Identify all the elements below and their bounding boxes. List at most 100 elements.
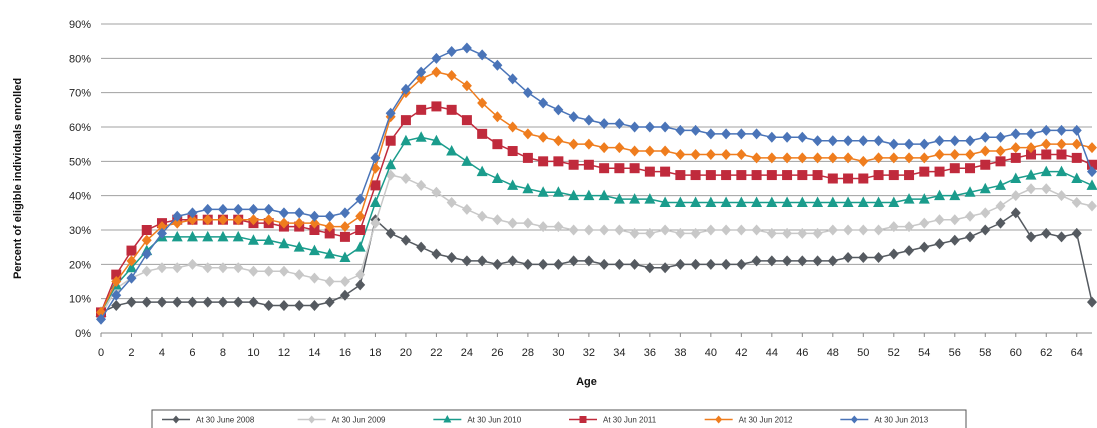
data-point xyxy=(949,214,960,226)
data-point xyxy=(1056,165,1068,177)
data-point xyxy=(857,196,869,208)
data-point xyxy=(339,251,351,262)
data-point xyxy=(904,245,915,257)
data-point xyxy=(858,155,869,167)
x-tick-label: 24 xyxy=(461,347,473,359)
data-point xyxy=(599,142,610,154)
data-point xyxy=(949,189,961,201)
data-point xyxy=(308,244,320,256)
x-tick-label: 40 xyxy=(705,347,717,359)
data-point xyxy=(812,152,823,164)
x-tick-label: 6 xyxy=(189,347,195,359)
data-point xyxy=(294,269,305,281)
data-point xyxy=(385,135,396,146)
data-point xyxy=(903,193,915,204)
data-point xyxy=(1087,166,1097,178)
data-point xyxy=(995,179,1007,190)
y-tick-label: 50% xyxy=(69,156,91,168)
data-point xyxy=(721,128,732,140)
data-point xyxy=(507,121,518,133)
data-point xyxy=(827,255,838,267)
data-point xyxy=(751,128,762,140)
x-tick-label: 54 xyxy=(918,347,930,359)
data-point xyxy=(904,152,915,164)
data-point xyxy=(126,255,137,267)
data-point xyxy=(964,186,976,197)
data-point xyxy=(705,148,716,160)
data-point xyxy=(416,73,427,85)
x-tick-label: 44 xyxy=(766,347,778,359)
data-point xyxy=(1010,128,1021,140)
data-point xyxy=(782,152,793,164)
data-point xyxy=(233,262,244,274)
series-1 xyxy=(96,207,1097,318)
x-tick-label: 20 xyxy=(400,347,412,359)
data-point xyxy=(934,238,945,250)
legend-marker xyxy=(715,415,723,424)
data-point xyxy=(766,170,777,181)
data-point xyxy=(613,193,625,204)
x-tick-label: 34 xyxy=(613,347,625,359)
data-point xyxy=(294,300,305,312)
series-2 xyxy=(96,169,1097,322)
data-point xyxy=(1087,200,1097,212)
data-point xyxy=(995,217,1006,229)
data-point xyxy=(1071,227,1082,239)
data-point xyxy=(721,170,732,181)
data-point xyxy=(660,262,671,274)
data-point xyxy=(217,230,229,242)
data-point xyxy=(416,241,427,253)
data-point xyxy=(339,276,350,287)
data-point xyxy=(233,203,244,215)
data-point xyxy=(172,262,183,274)
data-point xyxy=(400,134,412,146)
data-point xyxy=(766,152,777,164)
data-point xyxy=(751,196,763,208)
data-point xyxy=(431,101,442,112)
data-point xyxy=(690,148,701,160)
legend-label: At 30 Jun 2011 xyxy=(603,416,657,425)
data-point xyxy=(248,214,259,226)
data-point xyxy=(797,255,808,267)
data-point xyxy=(355,193,366,205)
y-tick-label: 0% xyxy=(75,328,91,340)
data-point xyxy=(568,159,579,170)
data-point xyxy=(965,148,976,160)
data-point xyxy=(446,197,457,209)
data-point xyxy=(477,97,488,109)
data-point xyxy=(461,115,472,126)
data-point xyxy=(309,272,320,284)
x-tick-label: 46 xyxy=(796,347,808,359)
data-point xyxy=(583,159,594,170)
data-point xyxy=(355,225,366,235)
data-point xyxy=(644,145,655,157)
series-5 xyxy=(96,66,1097,318)
data-point xyxy=(629,145,640,157)
data-point xyxy=(355,279,366,291)
data-point xyxy=(217,296,228,308)
data-point xyxy=(629,227,640,239)
data-point xyxy=(675,170,686,181)
data-point xyxy=(431,248,442,260)
data-point xyxy=(385,227,396,239)
data-point xyxy=(782,170,793,181)
data-point xyxy=(965,231,976,243)
data-point xyxy=(232,230,244,242)
data-point xyxy=(888,152,899,164)
data-point xyxy=(995,131,1006,143)
legend-label: At 30 Jun 2009 xyxy=(332,416,386,425)
data-point xyxy=(705,170,716,181)
data-point xyxy=(736,170,747,181)
data-point xyxy=(599,224,610,236)
data-point xyxy=(1026,231,1037,243)
data-point xyxy=(782,131,793,143)
data-point xyxy=(705,128,716,140)
data-point xyxy=(812,255,823,267)
data-point xyxy=(598,189,610,201)
data-point xyxy=(141,296,152,308)
legend-label: At 30 Jun 2010 xyxy=(467,416,521,425)
x-tick-label: 14 xyxy=(308,347,320,359)
data-point xyxy=(507,73,518,85)
data-point xyxy=(904,221,915,233)
data-point xyxy=(233,214,244,226)
